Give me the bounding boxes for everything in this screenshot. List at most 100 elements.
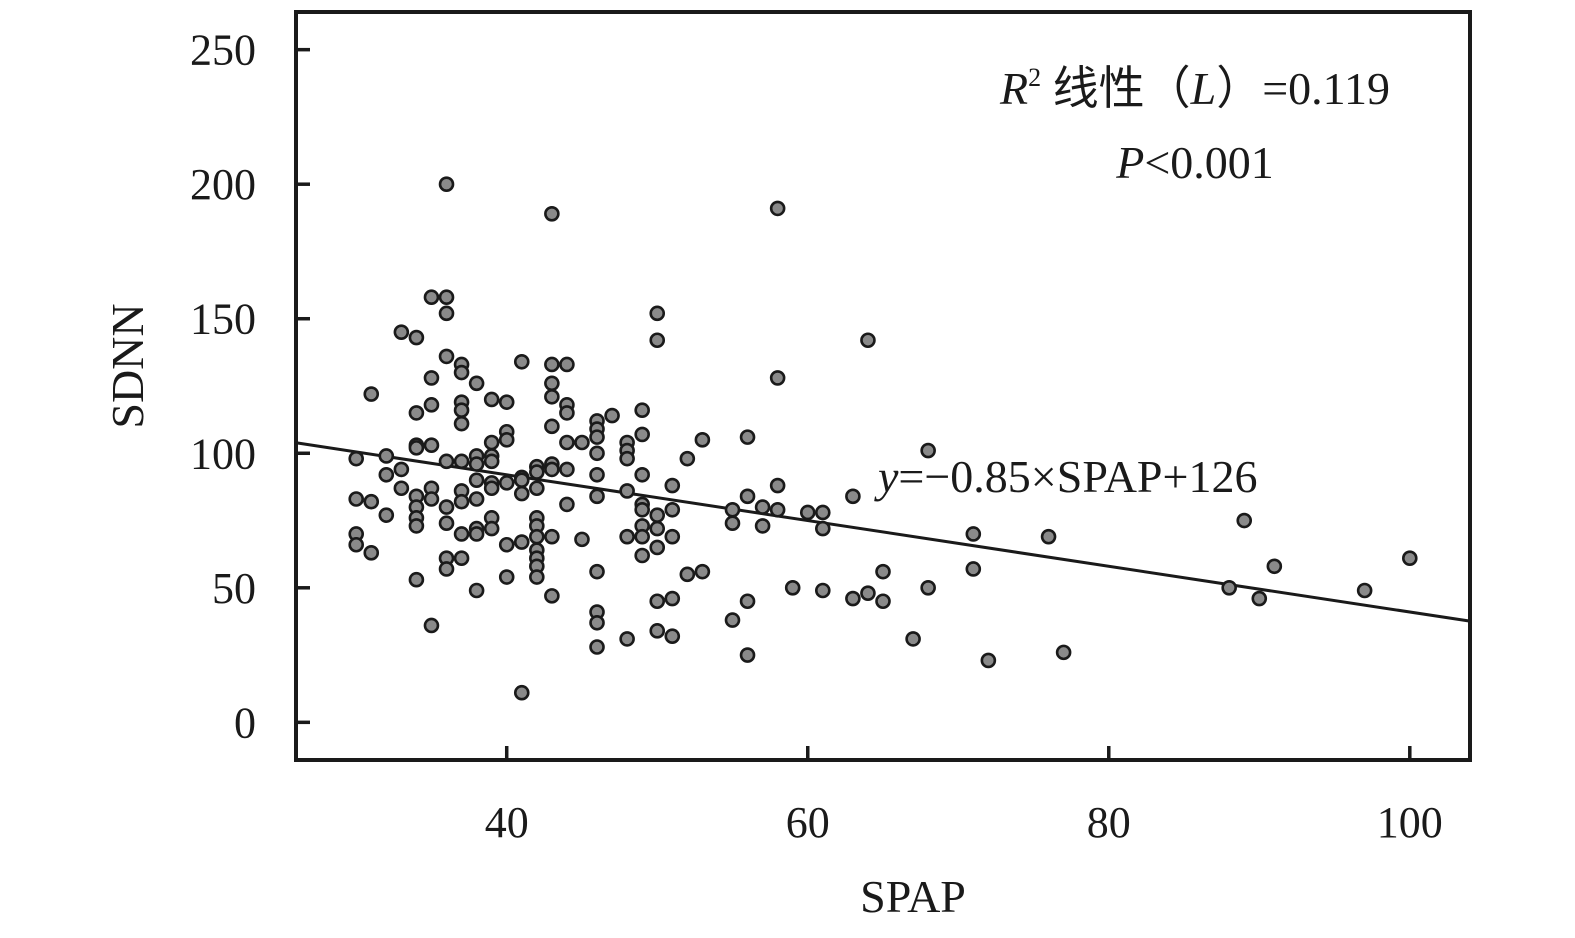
data-point [589,639,605,655]
data-point [468,472,485,488]
x-tick-label-40: 40 [485,798,529,847]
r-squared-annotation: R2 线性（L）=0.119 [999,63,1390,114]
data-point [423,491,440,507]
data-point [784,579,801,596]
data-point [544,418,560,435]
data-point [498,475,515,491]
data-point [438,499,455,515]
regression-equation: y=−0.85×SPAP+126 [874,451,1257,502]
r2-superscript: 2 [1028,63,1041,92]
data-point [634,501,650,518]
data-point [423,397,440,413]
data-point [649,520,666,537]
y-tick-label-150: 150 [190,295,256,344]
data-point [408,329,425,346]
data-point [649,507,666,523]
data-point [965,526,982,542]
data-point [875,593,891,610]
data-point [1356,582,1373,599]
data-point [423,437,440,453]
p-symbol: P [1115,137,1144,188]
data-point [664,501,681,518]
data-point [649,593,666,610]
data-point [544,528,560,545]
data-point [423,370,440,386]
data-point [814,582,831,599]
data-point [468,491,485,507]
data-point [980,652,997,669]
data-point [544,205,560,222]
data-point [619,631,635,647]
data-point [363,493,380,510]
data-point [589,445,605,462]
data-point [860,585,876,601]
data-point [393,324,410,340]
data-point [559,405,575,421]
data-point [724,501,741,518]
data-point [1221,579,1237,596]
data-point [438,305,455,322]
data-point [574,531,590,548]
data-point [769,370,786,386]
data-point [408,518,425,534]
data-point [498,394,515,410]
data-point [814,504,831,521]
data-point [529,480,545,497]
data-point [483,434,500,451]
data-point [513,534,530,550]
data-point [559,356,575,373]
data-point [544,588,560,604]
data-point [544,356,560,373]
equation-y: y [874,451,899,502]
data-point [814,520,831,537]
regression-line [295,441,1471,623]
data-point [769,200,786,217]
data-point [589,563,605,580]
r2-symbol: R [999,63,1028,114]
data-point [438,561,455,577]
data-point [920,579,936,596]
data-point [799,504,816,521]
data-point [589,466,605,483]
data-point [363,545,380,561]
data-point [739,593,756,610]
data-point [589,614,605,631]
data-point [453,550,470,567]
p-value-annotation: P<0.001 [1115,137,1274,188]
r2-value: ）=0.119 [1216,63,1390,114]
data-point [649,623,666,639]
x-tick-label-80: 80 [1087,798,1131,847]
data-point [438,176,455,193]
data-point [559,461,575,478]
data-point [739,488,756,505]
data-point [649,305,666,322]
equation-text: =−0.85×SPAP+126 [898,451,1257,502]
data-point [1055,644,1072,661]
data-point [483,391,500,408]
data-point [544,461,560,478]
data-point [1401,550,1418,567]
data-point [845,488,861,505]
data-point [649,332,666,349]
data-point [634,466,650,483]
data-point [619,528,635,545]
y-axis-title: SDNN [102,303,153,428]
data-point [664,590,681,607]
data-point [483,520,500,537]
x-tick-label-60: 60 [786,798,830,847]
data-point [739,647,756,663]
data-point [438,453,455,470]
data-point [875,563,891,580]
data-point [453,364,470,381]
data-point [513,472,530,488]
data-point [423,617,440,634]
data-point [529,528,545,545]
data-point [498,569,515,585]
data-point [845,590,861,607]
p-value: <0.001 [1144,137,1273,188]
data-point [1266,558,1283,575]
data-point [378,448,395,464]
data-point [905,631,921,647]
data-point [468,375,485,392]
data-point [604,407,620,424]
